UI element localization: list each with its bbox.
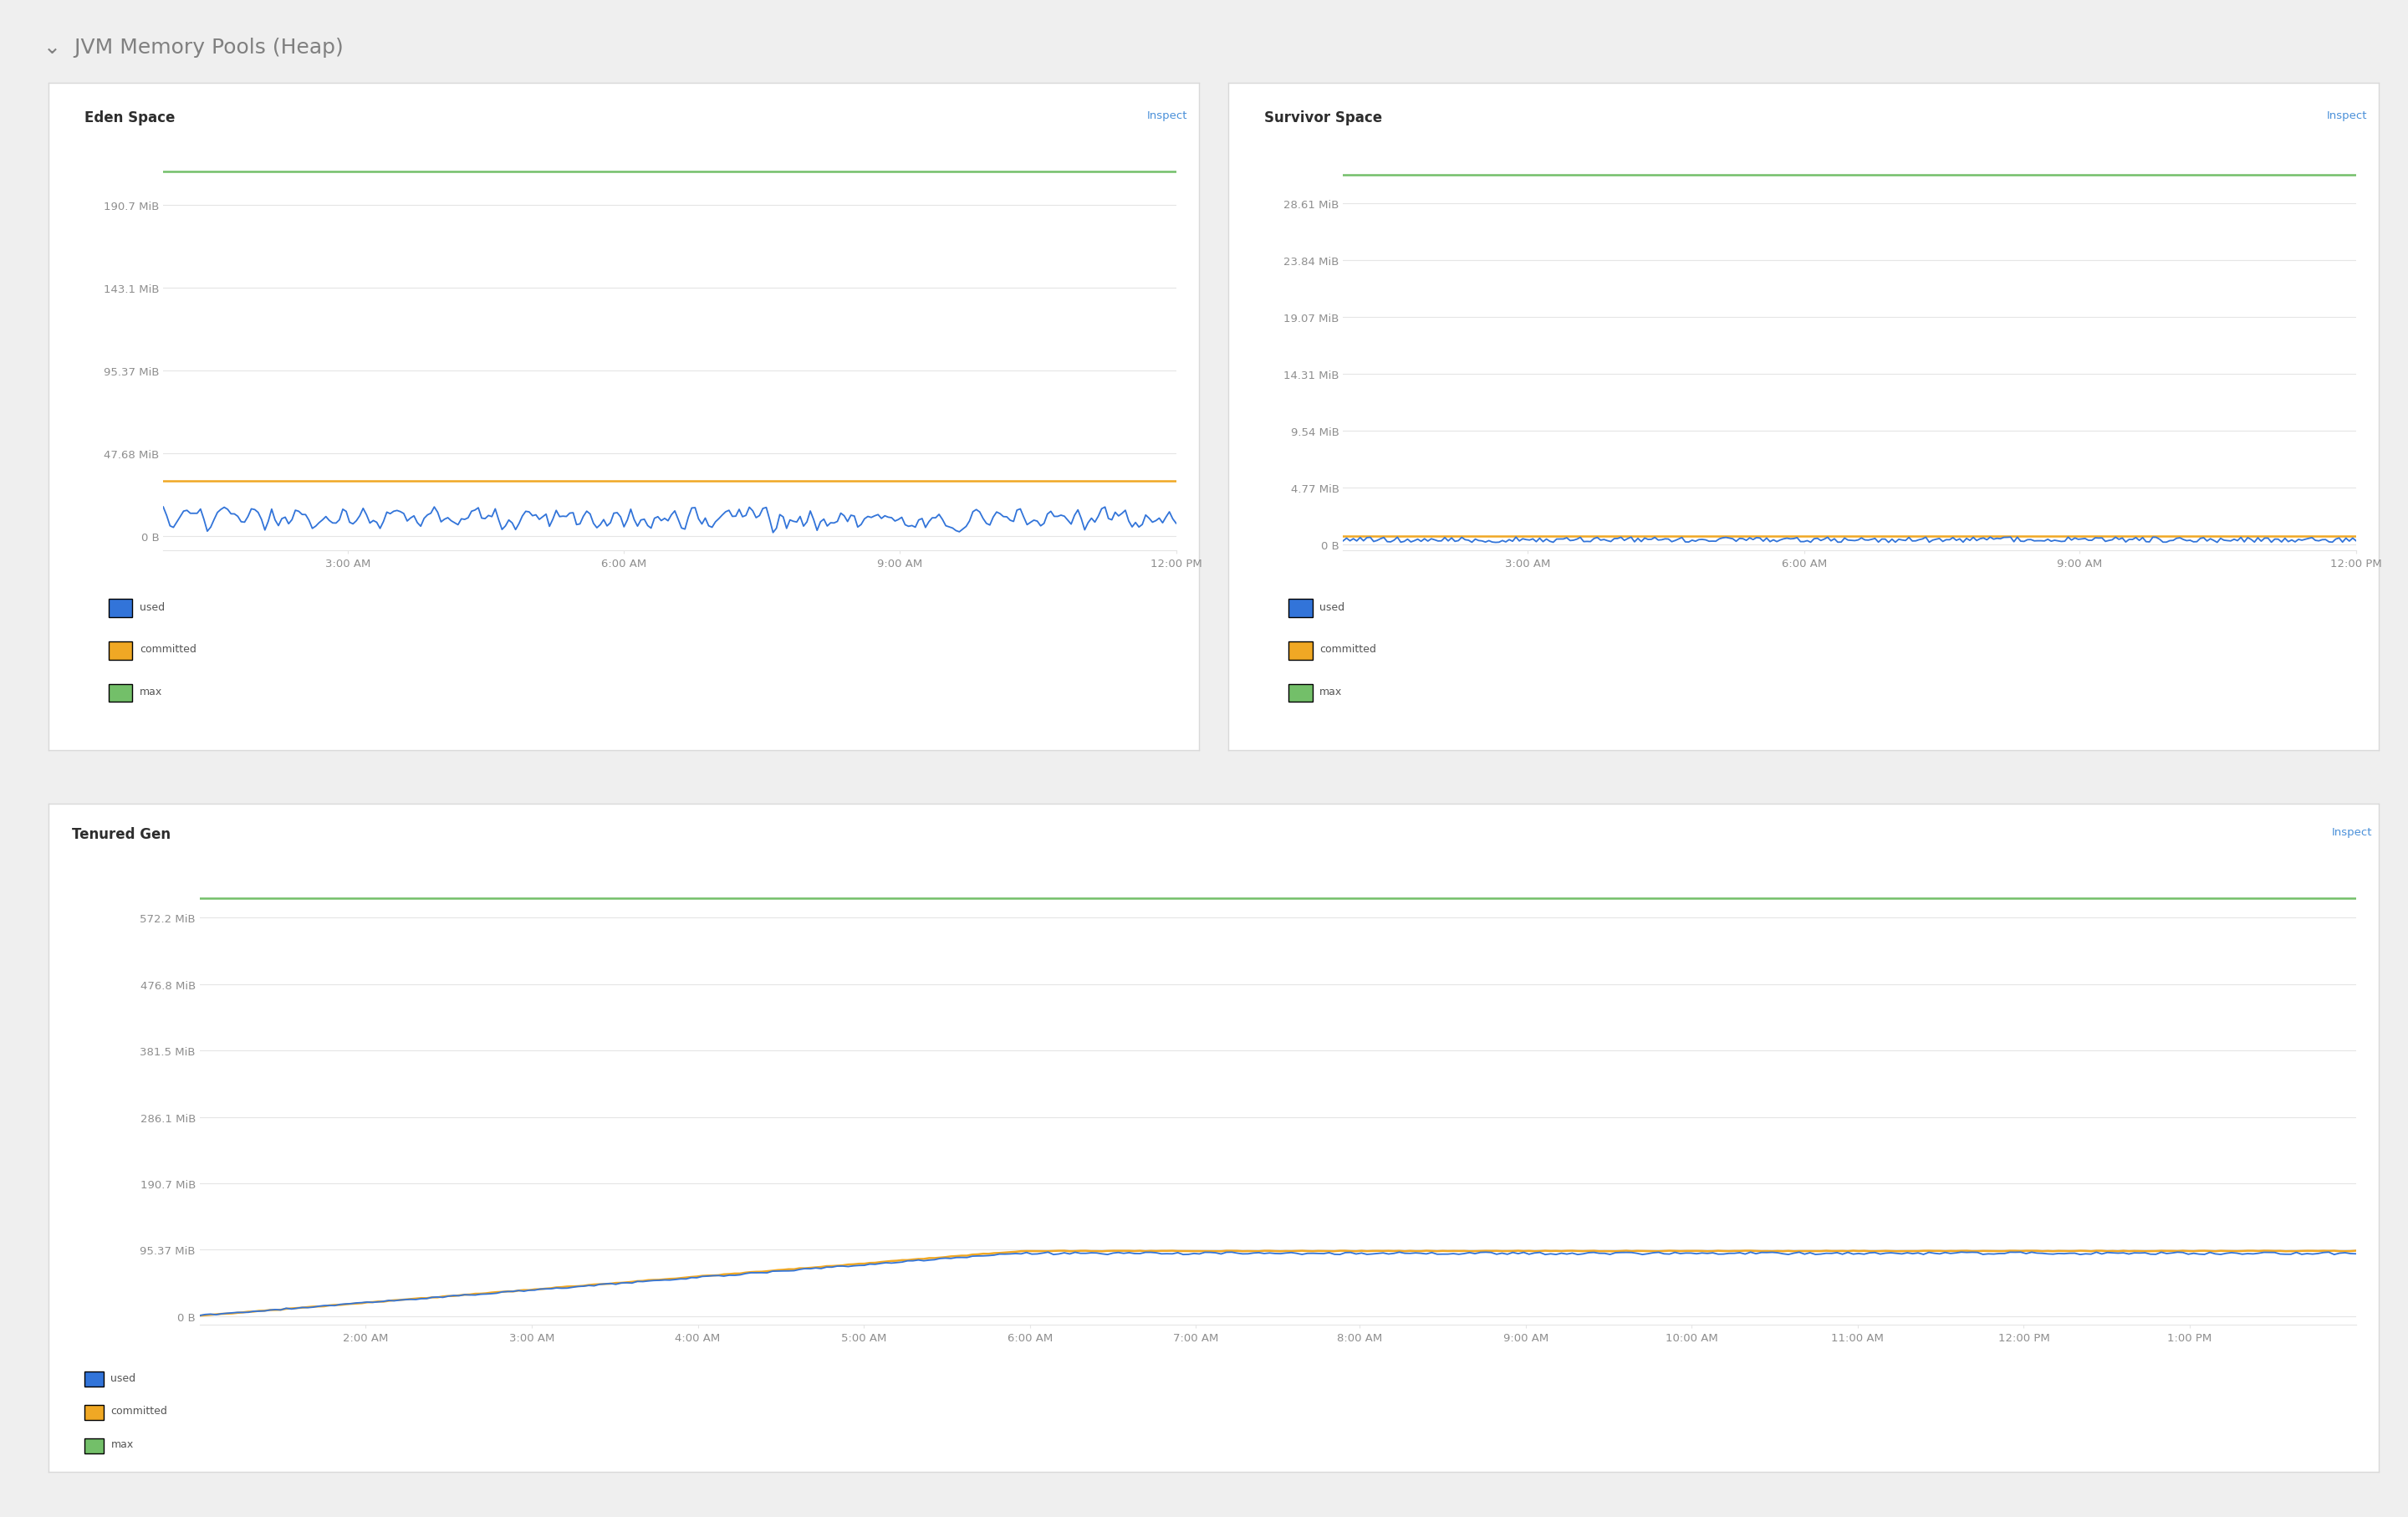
- Text: max: max: [1320, 686, 1341, 698]
- Text: committed: committed: [111, 1405, 169, 1417]
- Text: Survivor Space: Survivor Space: [1264, 111, 1382, 126]
- Text: Inspect: Inspect: [1146, 111, 1187, 121]
- Text: used: used: [111, 1371, 135, 1384]
- Text: Inspect: Inspect: [2331, 827, 2372, 837]
- Text: committed: committed: [140, 643, 197, 655]
- Text: max: max: [140, 686, 161, 698]
- Text: used: used: [1320, 601, 1344, 613]
- Text: Tenured Gen: Tenured Gen: [72, 827, 171, 842]
- Text: Inspect: Inspect: [2326, 111, 2367, 121]
- Text: ⌄  JVM Memory Pools (Heap): ⌄ JVM Memory Pools (Heap): [43, 38, 344, 58]
- Text: used: used: [140, 601, 164, 613]
- Text: committed: committed: [1320, 643, 1377, 655]
- Text: max: max: [111, 1438, 132, 1450]
- Text: Eden Space: Eden Space: [84, 111, 176, 126]
